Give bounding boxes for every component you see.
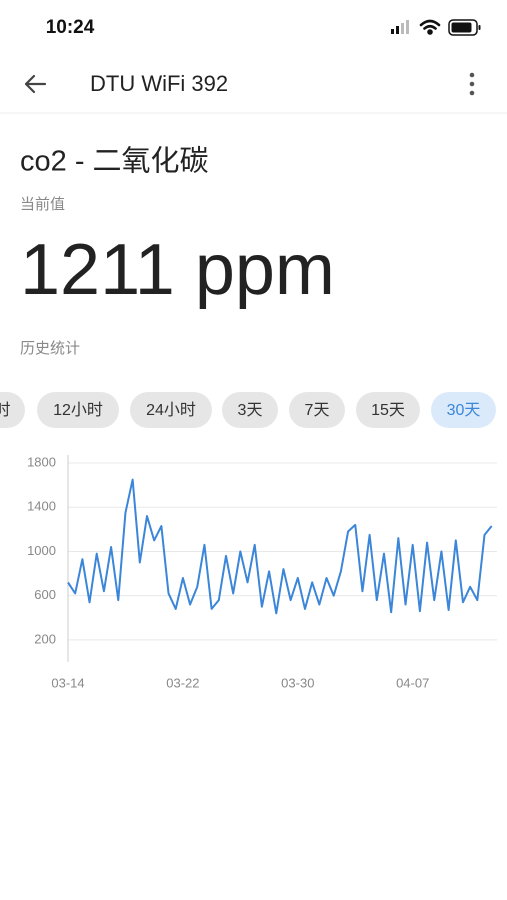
range-chip[interactable]: 30天 [431, 392, 496, 428]
chip-background [431, 392, 496, 428]
more-menu[interactable] [469, 72, 475, 96]
chip-background [130, 392, 212, 428]
range-chip[interactable]: 12小时 [37, 392, 119, 428]
range-chip[interactable]: 3天 [222, 392, 278, 428]
chip-background [0, 392, 25, 428]
x-tick-label: 03-22 [166, 675, 199, 690]
header-title: DTU WiFi 392 [90, 71, 228, 96]
back-button[interactable] [24, 74, 47, 94]
history-label: 历史统计 [20, 340, 80, 357]
range-chip[interactable]: 24小时 [130, 392, 212, 428]
chip-background [356, 392, 420, 428]
chip-label: 15天 [371, 402, 405, 419]
chip-label: 时 [0, 401, 11, 419]
current-label: 当前值 [20, 196, 65, 213]
range-chip[interactable]: 7天 [289, 392, 345, 428]
chip-background [222, 392, 278, 428]
range-chips: 时 12小时 24小时 3天 7天 15天 30天 [0, 392, 496, 428]
range-chip[interactable]: 15天 [356, 392, 420, 428]
current-value: 1211 ppm [20, 230, 335, 310]
status-time: 10:24 [46, 17, 95, 38]
data-line [67, 478, 493, 615]
sensor-name: co2 - 二氧化碳 [20, 145, 209, 178]
signal-icon [391, 20, 409, 34]
wifi-icon [419, 19, 441, 35]
battery-icon [448, 19, 481, 36]
chip-label: 12小时 [53, 401, 103, 419]
y-tick-label: 1400 [27, 499, 56, 514]
range-chip[interactable]: 时 [0, 392, 25, 428]
chip-label: 24小时 [146, 401, 196, 419]
x-tick-label: 03-14 [51, 675, 84, 690]
chart: 200 600 1000 1400 1800 03-14 03-22 03-30 04-07 [27, 454, 497, 690]
x-tick-label: 03-30 [281, 675, 314, 690]
chip-background [289, 392, 345, 428]
chip-background [37, 392, 119, 428]
y-tick-label: 600 [34, 587, 56, 602]
chip-label: 7天 [305, 402, 330, 419]
x-tick-label: 04-07 [396, 675, 429, 690]
y-tick-label: 200 [34, 631, 56, 646]
chip-label: 3天 [238, 402, 263, 419]
y-tick-label: 1800 [27, 454, 56, 469]
y-tick-label: 1000 [27, 543, 56, 558]
chip-label: 30天 [447, 402, 481, 419]
